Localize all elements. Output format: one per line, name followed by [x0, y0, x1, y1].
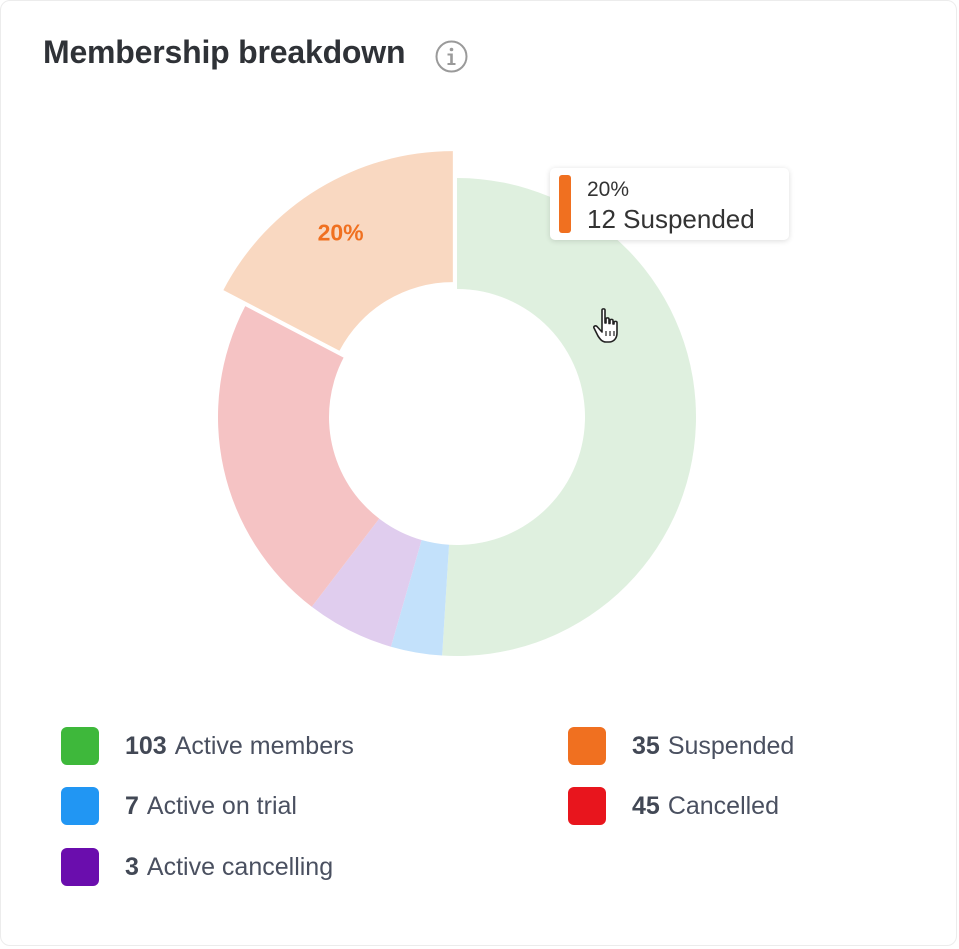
- slice-cancelled[interactable]: [217, 306, 380, 607]
- slice-suspended[interactable]: [223, 151, 453, 351]
- legend-count: 7: [125, 791, 139, 820]
- slice-active-members[interactable]: [442, 178, 697, 656]
- legend-swatch: [61, 787, 99, 825]
- tooltip-percent: 20%: [587, 178, 630, 201]
- card-title: Membership breakdown: [43, 34, 406, 70]
- slice-active-on-trial[interactable]: [390, 540, 450, 656]
- tooltip-swatch: [559, 175, 571, 233]
- legend-swatch: [61, 727, 99, 765]
- legend-label: Cancelled: [667, 791, 779, 820]
- legend-item-active-cancelling[interactable]: 3 Active cancelling: [61, 847, 333, 887]
- legend-swatch: [568, 787, 606, 825]
- hand-cursor-icon: [592, 308, 618, 343]
- legend-count: 103: [125, 731, 167, 760]
- legend-label: Active cancelling: [146, 852, 334, 881]
- info-icon[interactable]: [435, 40, 468, 73]
- legend-item-active-on-trial[interactable]: 7 Active on trial: [61, 786, 297, 826]
- legend-swatch: [61, 848, 99, 886]
- chart-tooltip: 20% 12 Suspended: [550, 168, 789, 240]
- donut-chart: 20%: [217, 151, 697, 656]
- legend-count: 35: [632, 731, 660, 760]
- tooltip-label: 12 Suspended: [587, 204, 755, 234]
- slice-percent-label: 20%: [318, 219, 364, 245]
- legend-count: 45: [632, 791, 660, 820]
- legend-label: Active on trial: [146, 791, 297, 820]
- legend-count: 3: [125, 852, 139, 881]
- slice-active-cancelling[interactable]: [311, 518, 422, 647]
- legend-item-cancelled[interactable]: 45 Cancelled: [568, 786, 779, 826]
- legend-swatch: [568, 727, 606, 765]
- legend-item-suspended[interactable]: 35 Suspended: [568, 726, 794, 766]
- legend-label: Active members: [174, 731, 354, 760]
- legend-label: Suspended: [667, 731, 795, 760]
- legend-item-active-members[interactable]: 103 Active members: [61, 726, 354, 766]
